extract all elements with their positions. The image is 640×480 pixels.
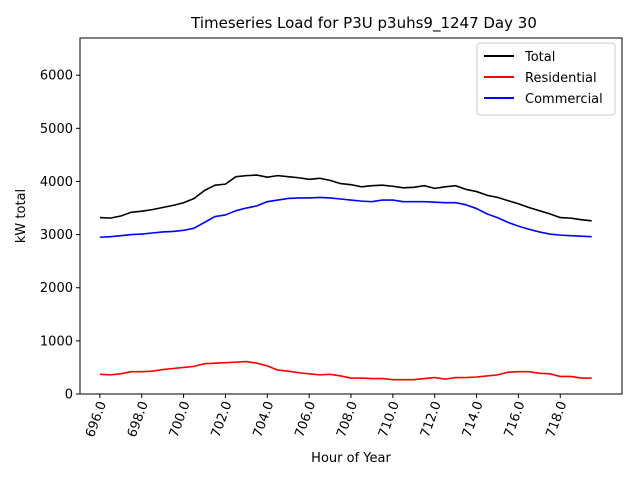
y-tick-label: 6000 xyxy=(40,69,73,84)
chart-title: Timeseries Load for P3U p3uhs9_1247 Day … xyxy=(190,14,537,33)
y-ticks: 0 1000 2000 3000 4000 5000 6000 xyxy=(40,69,80,403)
y-tick-label: 2000 xyxy=(40,281,73,296)
legend-label-residential: Residential xyxy=(525,71,597,86)
y-tick-label: 3000 xyxy=(40,228,73,243)
series-line-total xyxy=(99,174,592,222)
legend-label-commercial: Commercial xyxy=(525,92,603,107)
y-axis-label: kW total xyxy=(14,189,29,243)
y-tick-label: 0 xyxy=(65,388,73,403)
legend-label-total: Total xyxy=(524,50,555,65)
plot-frame xyxy=(79,37,623,395)
series-line-commercial xyxy=(99,196,592,239)
y-tick-label: 1000 xyxy=(40,334,73,349)
series-line-residential xyxy=(99,360,592,381)
series-group xyxy=(99,174,592,381)
y-tick-label: 4000 xyxy=(40,175,73,190)
y-tick-label: 5000 xyxy=(40,122,73,137)
x-axis-label: Hour of Year xyxy=(311,451,391,466)
legend: Total Residential Commercial xyxy=(476,42,616,116)
